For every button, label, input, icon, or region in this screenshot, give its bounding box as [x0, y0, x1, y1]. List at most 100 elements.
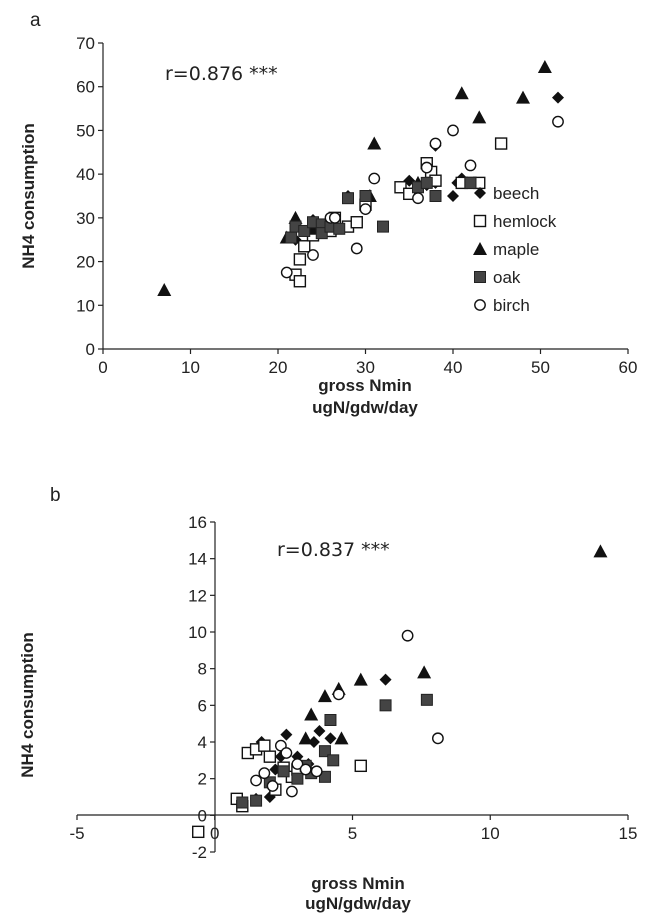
b-y-tick-label: 2: [198, 770, 207, 789]
a-point-birch: [328, 211, 341, 224]
a-x-tick-label: 60: [619, 358, 638, 377]
a-legend-marker-birch: [474, 299, 486, 311]
b-y-tick-label: 16: [188, 513, 207, 532]
a-x-tick-label: 40: [444, 358, 463, 377]
a-legend-marker-beech: [474, 187, 486, 199]
b-point-maple: [593, 544, 608, 558]
a-legend-label-birch: birch: [493, 296, 530, 315]
panel-a-y-axis-label: NH4 consumption: [19, 123, 38, 268]
a-legend-label-hemlock: hemlock: [493, 212, 557, 231]
panel-b-points: [192, 544, 608, 839]
a-point-oak: [342, 192, 354, 205]
b-x-tick-label: 15: [619, 824, 638, 843]
a-point-beech: [447, 190, 459, 202]
b-point-birch: [291, 758, 304, 770]
b-point-hemlock: [263, 750, 277, 763]
a-point-birch: [307, 249, 319, 261]
b-point-oak: [236, 796, 249, 809]
a-point-birch: [350, 242, 363, 255]
a-legend-marker-oak: [474, 271, 486, 283]
a-point-birch: [280, 266, 293, 279]
a-y-tick-label: 70: [76, 34, 95, 53]
a-y-tick-label: 10: [76, 296, 95, 315]
b-point-oak: [291, 772, 304, 785]
b-point-maple: [353, 672, 368, 686]
panel-a-points: [157, 60, 564, 296]
a-point-oak: [377, 220, 389, 233]
a-point-oak: [333, 222, 346, 235]
a-point-birch: [359, 203, 372, 216]
b-y-tick-label: -2: [192, 843, 207, 862]
a-legend-label-oak: oak: [493, 268, 521, 287]
b-point-birch: [332, 688, 345, 701]
a-point-maple: [157, 282, 172, 296]
a-legend-label-beech: beech: [493, 184, 539, 203]
b-point-oak: [324, 714, 337, 726]
a-point-hemlock: [293, 253, 307, 266]
a-point-birch: [552, 115, 564, 128]
b-x-tick-label: 5: [348, 824, 357, 843]
a-x-tick-label: 50: [531, 358, 550, 377]
b-point-maple: [417, 665, 432, 679]
a-x-tick-label: 20: [269, 358, 288, 377]
a-legend-marker-hemlock: [473, 214, 487, 228]
panel-b-x-axis-label: gross Nmin: [311, 874, 405, 893]
b-point-oak: [250, 794, 263, 807]
a-point-birch: [412, 192, 424, 205]
a-point-birch: [420, 161, 433, 174]
b-point-beech: [324, 732, 337, 745]
b-point-oak: [379, 699, 392, 712]
panel-a-x-axis-unit: ugN/gdw/day: [312, 398, 418, 417]
a-point-oak: [420, 176, 433, 189]
panel-a-x-axis-label: gross Nmin: [318, 376, 412, 395]
b-point-oak: [277, 765, 290, 778]
a-y-tick-label: 20: [76, 253, 95, 272]
panel-b-x-axis-unit: ugN/gdw/day: [305, 894, 411, 913]
b-y-tick-label: 14: [188, 550, 207, 569]
b-point-oak: [318, 745, 331, 758]
a-point-birch: [429, 137, 442, 150]
b-y-tick-label: 4: [198, 733, 207, 752]
b-point-birch: [285, 785, 298, 798]
a-point-birch: [368, 172, 381, 185]
panel-a-letter: a: [30, 10, 41, 31]
b-point-hemlock: [258, 739, 271, 752]
a-point-hemlock: [298, 240, 311, 253]
b-point-maple: [304, 707, 319, 721]
a-y-tick-label: 60: [76, 78, 95, 97]
b-y-tick-label: 6: [198, 696, 207, 715]
b-x-tick-label: 10: [481, 824, 500, 843]
a-point-oak: [285, 231, 298, 244]
b-point-oak: [327, 754, 340, 767]
panel-b-letter: b: [50, 485, 61, 506]
b-point-beech: [313, 725, 326, 737]
b-point-hemlock: [354, 759, 367, 773]
b-y-tick-label: 10: [188, 623, 207, 642]
a-point-oak: [298, 224, 311, 237]
a-point-hemlock: [394, 181, 407, 194]
panel-b-correlation-annotation: r=0.837 ***: [277, 539, 390, 561]
panel-a-legend: beech hemlock maple oak birch: [473, 184, 557, 315]
a-x-tick-label: 30: [356, 358, 375, 377]
b-point-beech: [280, 728, 293, 741]
a-point-maple: [367, 136, 382, 150]
a-point-oak: [315, 227, 328, 240]
a-x-tick-label: 10: [181, 358, 200, 377]
b-point-oak: [318, 770, 331, 783]
a-point-beech: [552, 91, 564, 104]
b-point-birch: [299, 763, 312, 776]
b-y-tick-label: 12: [188, 586, 207, 605]
a-point-hemlock: [293, 275, 307, 288]
b-point-birch: [310, 765, 323, 778]
b-point-birch: [250, 774, 262, 787]
b-point-beech: [379, 673, 392, 686]
a-point-birch: [447, 124, 459, 137]
a-point-hemlock: [494, 137, 508, 150]
a-y-tick-label: 0: [86, 340, 95, 359]
b-point-maple: [298, 731, 313, 745]
a-y-tick-label: 50: [76, 121, 95, 140]
b-y-tick-label: 8: [198, 660, 207, 679]
b-point-maple: [317, 689, 332, 703]
b-point-birch: [280, 747, 293, 759]
